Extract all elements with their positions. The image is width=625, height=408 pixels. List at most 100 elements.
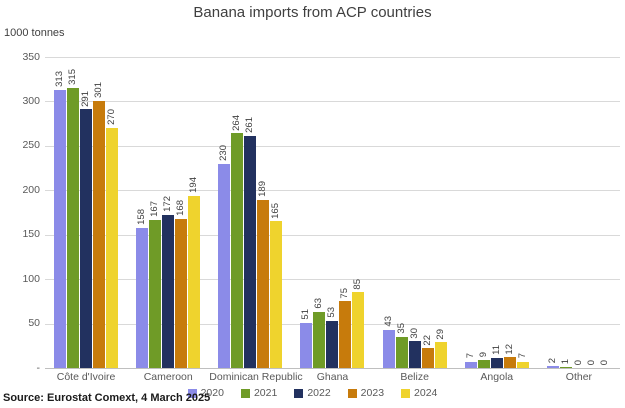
bar xyxy=(477,360,490,368)
y-tick-label: 200 xyxy=(22,183,40,196)
bar xyxy=(408,341,421,368)
gridline xyxy=(45,234,620,236)
bar xyxy=(490,358,503,368)
bar-value-label: 301 xyxy=(93,81,105,98)
bar xyxy=(546,366,559,368)
bar xyxy=(136,227,149,368)
bar-value-label: 9 xyxy=(477,351,489,358)
bar-value-label: 313 xyxy=(54,71,66,87)
bar-slot: 291 xyxy=(80,57,93,368)
bar xyxy=(503,357,516,368)
x-category-label: Angola xyxy=(480,371,514,383)
bar-slot: 1 xyxy=(559,57,572,368)
y-tick-label: 250 xyxy=(22,139,40,152)
bar xyxy=(559,367,572,368)
bar-value-label: 12 xyxy=(503,343,515,355)
legend-swatch-icon xyxy=(294,388,304,398)
bar xyxy=(352,292,365,368)
legend-label: 2021 xyxy=(253,387,278,399)
legend-label: 2024 xyxy=(414,387,438,399)
bar xyxy=(395,336,408,368)
bar-value-label: 1 xyxy=(559,358,571,365)
bar-slot: 53 xyxy=(326,57,339,368)
bar xyxy=(67,88,80,368)
chart-title: Banana imports from ACP countries xyxy=(193,4,432,21)
y-axis: - 50 100 150 200 250 300 350 xyxy=(0,51,40,374)
bar xyxy=(188,195,201,368)
bar-value-label: 11 xyxy=(490,345,502,356)
bar xyxy=(313,312,326,368)
bar xyxy=(93,100,106,368)
bar-value-label: 63 xyxy=(313,298,325,310)
bar xyxy=(231,133,244,368)
bar-value-label: 270 xyxy=(106,109,118,126)
bar-slot: 261 xyxy=(244,57,257,368)
bar-value-label: 35 xyxy=(395,323,407,334)
bar-slot: 12 xyxy=(503,57,516,368)
legend-swatch-icon xyxy=(347,388,357,398)
bar-slot: 63 xyxy=(313,57,326,368)
bar xyxy=(257,200,270,368)
bar-group: 230 264 261 189 165 xyxy=(209,57,291,368)
bar-slot: 7 xyxy=(464,57,477,368)
gridline xyxy=(45,279,620,281)
bar-value-label: 30 xyxy=(408,327,420,339)
x-category-label: Cameroon xyxy=(143,371,193,383)
legend-swatch-icon xyxy=(401,388,411,398)
y-tick-label: 300 xyxy=(22,94,40,107)
bar-slot: 51 xyxy=(300,57,313,368)
bar-value-label: 51 xyxy=(300,309,312,320)
bar-slot: 0 xyxy=(599,57,611,368)
bar-value-label: 29 xyxy=(434,328,446,340)
bar-group: 51 63 53 75 85 xyxy=(291,57,373,368)
bar-value-label: 230 xyxy=(218,144,230,161)
bar-slot: 189 xyxy=(257,57,270,368)
legend-item: 2023 xyxy=(347,387,384,399)
bar xyxy=(464,361,477,368)
bar-value-label: 264 xyxy=(231,114,243,131)
x-axis: Côte d'Ivoire Cameroon Dominican Republic G… xyxy=(45,371,620,385)
bar-slot: 75 xyxy=(339,57,352,368)
bar xyxy=(326,320,339,368)
legend-item: 2020 xyxy=(187,387,224,399)
y-tick-label: 150 xyxy=(22,228,40,241)
bar-value-label: 168 xyxy=(175,199,187,216)
x-category-label: Other xyxy=(565,371,593,383)
plot-area: 313 315 291 301 270 158 167 172 168 194 230 264 261 1… xyxy=(45,57,620,369)
bar-value-label: 2 xyxy=(546,357,558,364)
legend: 2020 2021 2022 2023 2024 xyxy=(0,387,625,399)
bar-slot: 43 xyxy=(382,57,395,368)
bar xyxy=(270,221,283,368)
bar-slot: 168 xyxy=(175,57,188,368)
bar xyxy=(244,136,257,368)
y-axis-unit-label: 1000 tonnes xyxy=(4,27,65,39)
bar-value-label: 85 xyxy=(352,278,364,290)
legend-item: 2022 xyxy=(294,387,331,399)
legend-item: 2021 xyxy=(240,387,278,399)
bar xyxy=(421,348,434,368)
bar-slot: 172 xyxy=(162,57,175,368)
y-tick-label: 100 xyxy=(22,272,40,285)
bar-slot: 7 xyxy=(516,57,529,368)
bar-value-label: 172 xyxy=(162,196,174,213)
bar-slot: 313 xyxy=(54,57,67,368)
bar-slot: 270 xyxy=(106,57,119,368)
bar-group: 158 167 172 168 194 xyxy=(127,57,209,368)
legend-swatch-icon xyxy=(240,388,250,398)
legend-swatch-icon xyxy=(187,388,197,398)
gridline xyxy=(45,145,620,147)
bar-slot: 301 xyxy=(93,57,106,368)
bar xyxy=(300,322,313,368)
y-tick-label: - xyxy=(36,361,41,374)
bar-slot: 29 xyxy=(434,57,447,368)
x-category-label: Dominican Republic xyxy=(209,371,303,383)
bar-slot: 230 xyxy=(218,57,231,368)
bar-value-label: 75 xyxy=(339,287,351,299)
bar-slot: 0 xyxy=(586,57,598,368)
legend-label: 2020 xyxy=(200,387,224,399)
bar-value-label: 291 xyxy=(80,90,92,107)
gridline xyxy=(45,101,620,103)
bar xyxy=(80,109,93,368)
bar-value-label: 194 xyxy=(188,176,200,193)
